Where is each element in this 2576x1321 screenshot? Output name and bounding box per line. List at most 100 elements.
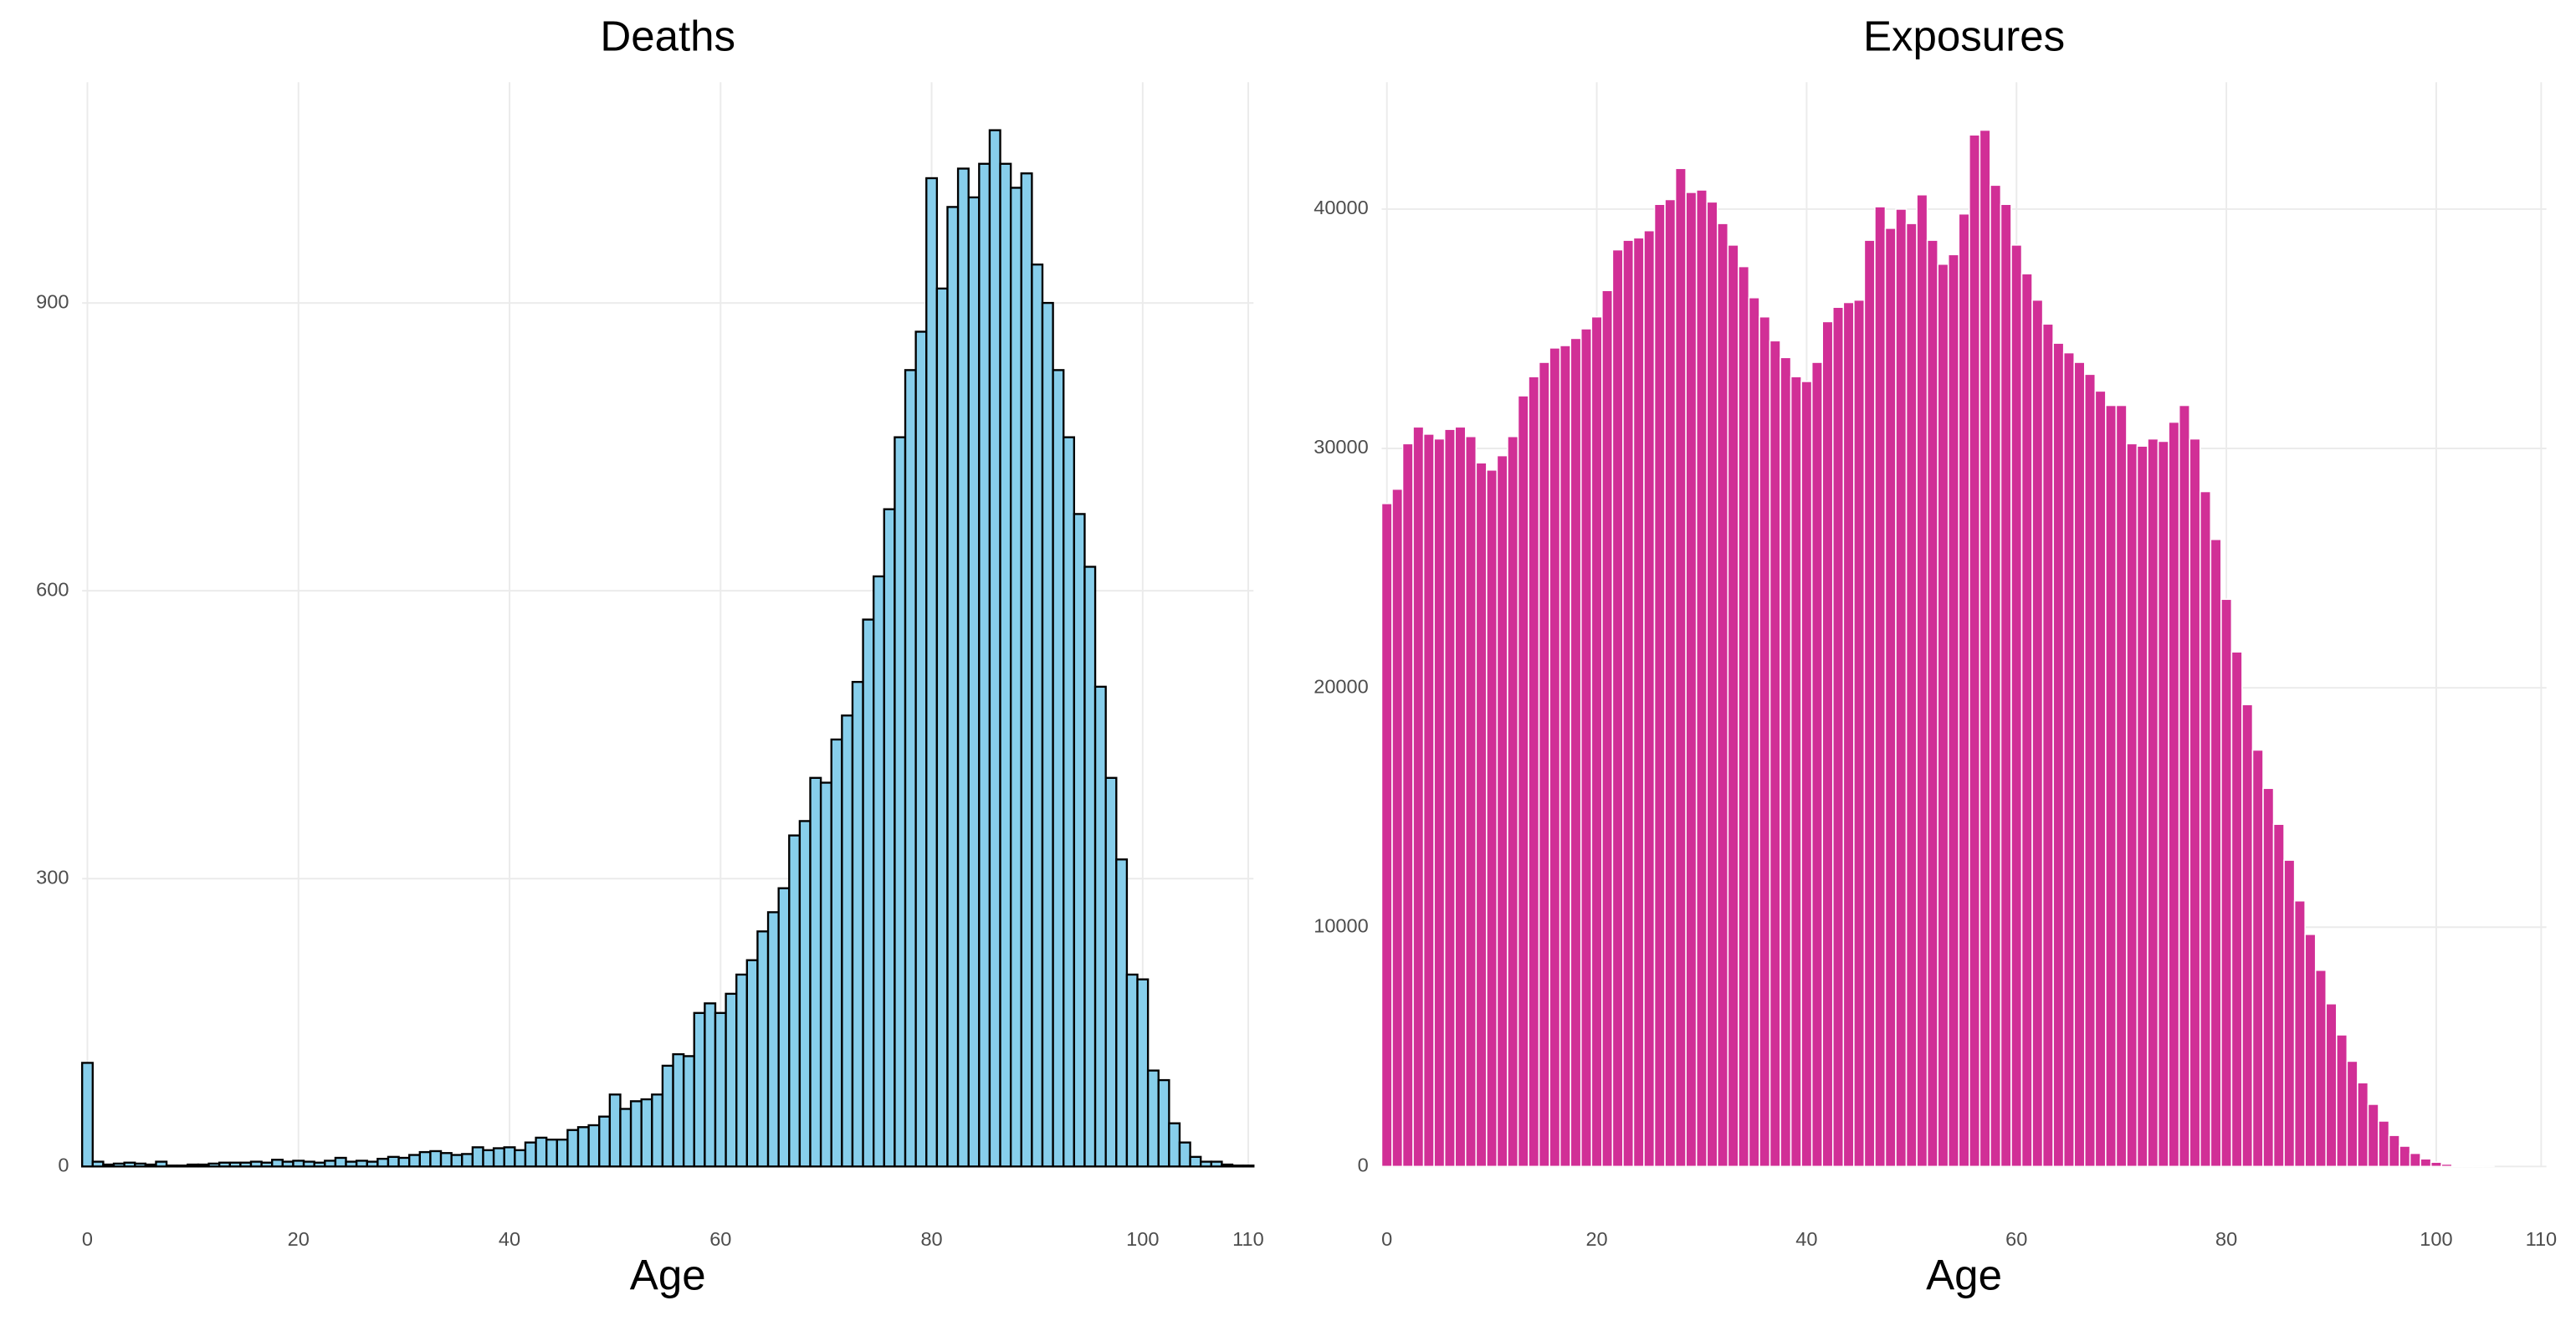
bar	[2241, 704, 2254, 1168]
bar	[2105, 404, 2118, 1168]
chart-title: Exposures	[1863, 13, 2065, 60]
bar	[1590, 315, 1603, 1168]
bar	[704, 1002, 717, 1168]
bar	[228, 1161, 242, 1168]
bar	[249, 1160, 263, 1168]
bar	[2147, 438, 2159, 1168]
bar	[1412, 426, 1425, 1168]
bar	[545, 1139, 558, 1168]
bar	[2388, 1134, 2400, 1168]
bar	[2094, 390, 2107, 1168]
bar	[1242, 1164, 1255, 1168]
bar	[418, 1150, 432, 1168]
bar	[894, 436, 907, 1168]
bar	[999, 162, 1012, 1168]
bar	[725, 992, 738, 1168]
bar	[2440, 1163, 2453, 1168]
bar	[766, 911, 780, 1168]
bar	[1380, 503, 1393, 1168]
bar	[2461, 1165, 2474, 1168]
bar	[176, 1164, 189, 1168]
bar	[429, 1149, 443, 1168]
bar	[2210, 538, 2222, 1168]
bar	[144, 1163, 157, 1168]
bar	[1496, 454, 1508, 1168]
bar	[841, 714, 854, 1168]
bar	[1391, 488, 1404, 1168]
bar	[2420, 1158, 2432, 1168]
bar	[1020, 172, 1033, 1168]
y-tick-label: 300	[36, 866, 69, 888]
bar	[2041, 323, 2054, 1168]
bar	[2283, 859, 2296, 1168]
bar	[197, 1163, 210, 1168]
bar	[693, 1011, 706, 1168]
bar	[2336, 1034, 2348, 1168]
bar	[1422, 433, 1435, 1168]
bar	[1031, 264, 1044, 1168]
panel: Exposures Age 0 20 40 60 80 100 110 0 10000 20000 30…	[1314, 13, 2557, 1299]
bar	[1653, 203, 1666, 1168]
bar	[956, 167, 970, 1168]
bar	[2189, 438, 2201, 1168]
bar	[503, 1146, 516, 1168]
bar	[187, 1163, 200, 1168]
bar	[1643, 229, 1656, 1168]
bar	[1041, 301, 1054, 1168]
bar	[1863, 239, 1876, 1168]
bar	[134, 1162, 147, 1168]
bar	[661, 1064, 674, 1168]
bar	[2199, 490, 2212, 1168]
bar	[1189, 1155, 1202, 1168]
bar	[514, 1149, 527, 1168]
bar	[91, 1160, 105, 1168]
panel: Deaths Age 0 20 40 60 80 100 110 0 300 600 900	[36, 13, 1264, 1299]
bar	[1727, 244, 1739, 1168]
bar	[2325, 1002, 2338, 1168]
bar	[1125, 973, 1139, 1168]
bar	[640, 1098, 653, 1168]
bar	[2272, 823, 2285, 1168]
bar	[1990, 184, 2002, 1168]
x-tick-label: 60	[2005, 1228, 2027, 1250]
bar	[1674, 167, 1687, 1168]
bar	[207, 1162, 221, 1168]
bar	[1052, 369, 1065, 1168]
bar	[450, 1154, 463, 1168]
bar	[1969, 134, 1981, 1168]
bar	[556, 1139, 569, 1168]
bar	[2314, 969, 2328, 1168]
bar	[439, 1152, 453, 1168]
bar	[471, 1146, 484, 1168]
bar	[830, 738, 843, 1168]
bar	[788, 834, 801, 1168]
bar	[1695, 189, 1708, 1168]
bar	[1706, 201, 1718, 1168]
bar	[1157, 1078, 1170, 1168]
bar	[1115, 858, 1129, 1168]
bar	[292, 1160, 305, 1168]
x-tick-label: 0	[82, 1228, 93, 1250]
y-tick-label: 30000	[1314, 436, 1368, 458]
bar	[714, 1011, 727, 1168]
bar	[1168, 1122, 1181, 1168]
bar	[1632, 237, 1645, 1168]
y-tick-label: 20000	[1314, 675, 1368, 697]
bar	[2178, 404, 2190, 1168]
bar	[1738, 265, 1750, 1168]
bar	[1063, 436, 1076, 1168]
bar	[408, 1154, 421, 1168]
bar	[2220, 598, 2233, 1168]
bar	[651, 1093, 664, 1168]
x-tick-label: 20	[1585, 1228, 1607, 1250]
bar	[1895, 208, 1908, 1168]
x-tick-label: 60	[709, 1228, 731, 1250]
bar	[1905, 223, 1918, 1168]
bar	[239, 1161, 253, 1168]
bar	[1685, 192, 1698, 1168]
bar	[988, 129, 1001, 1168]
bar	[967, 196, 981, 1168]
bar	[2451, 1165, 2464, 1168]
bar	[1538, 361, 1550, 1168]
bar	[2230, 651, 2243, 1168]
